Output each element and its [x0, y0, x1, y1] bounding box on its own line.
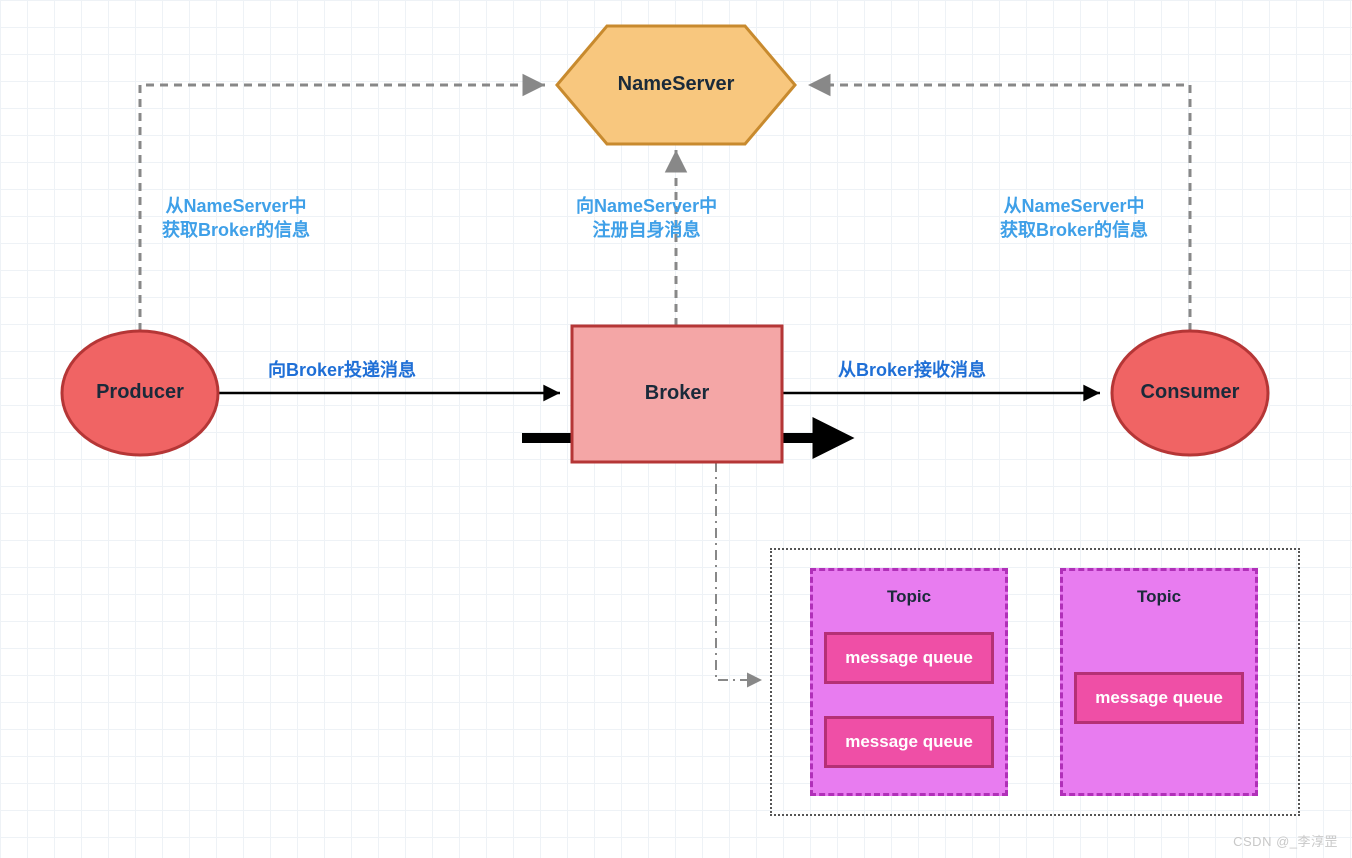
message-queue-0-1: message queue	[824, 716, 994, 768]
nameserver-node	[557, 26, 795, 144]
message-queue-0-0: message queue	[824, 632, 994, 684]
consumer-node	[1112, 331, 1268, 455]
topic-label: Topic	[813, 587, 1005, 607]
edge-consumer_to_ns	[808, 85, 1190, 331]
message-queue-1-0: message queue	[1074, 672, 1244, 724]
diagram-canvas: NameServer Broker Producer Consumer 从Nam…	[0, 0, 1352, 858]
broker-node	[572, 326, 782, 462]
edge-producer_to_ns	[140, 85, 545, 331]
watermark: CSDN @_李淳罡	[1233, 831, 1338, 850]
producer-node	[62, 331, 218, 455]
edge-broker_to_topics	[716, 462, 762, 680]
topic-label: Topic	[1063, 587, 1255, 607]
